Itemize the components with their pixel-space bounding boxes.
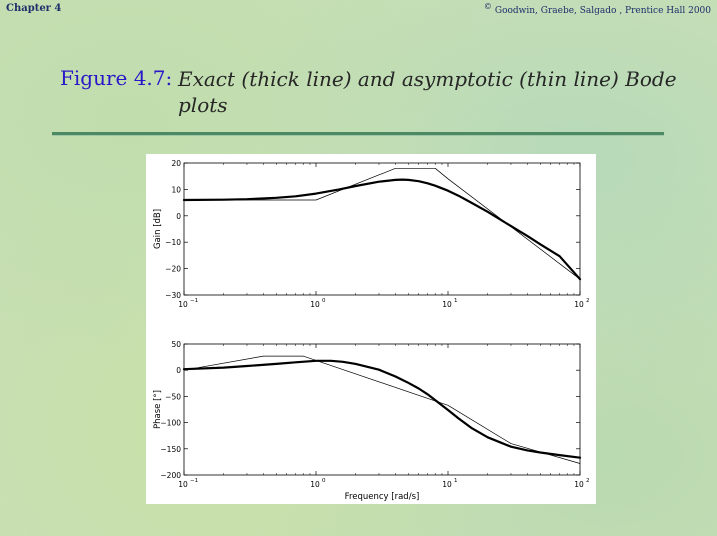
phase-xtick-label: 10 — [310, 480, 320, 489]
phase-xtick-label: 10 — [442, 480, 452, 489]
gain-ytick-label: −10 — [165, 238, 181, 247]
phase-ytick-label: −100 — [160, 419, 181, 428]
phase-xtick-label: 10 — [574, 480, 584, 489]
gain-ylabel: Gain [dB] — [153, 209, 163, 249]
gain-exact-line — [182, 178, 582, 281]
phase-ytick-label: 0 — [176, 366, 181, 375]
gain-xtick-label: 10 — [310, 300, 320, 309]
gain-plot-frame — [183, 162, 581, 296]
phase-exact-line — [182, 359, 582, 459]
gain-xtick-label: 10 — [178, 300, 188, 309]
phase-ytick-label: −200 — [160, 471, 181, 480]
gain-ytick-label: 20 — [171, 159, 181, 168]
phase-asymptotic-line — [183, 355, 581, 464]
bode-figure: 20 10 0 −10 −20 −30 10 −1 10 0 10 1 10 2 Gain [dB] 50 0−… — [146, 154, 596, 504]
gain-xtick-label: 10 — [574, 300, 584, 309]
phase-ytick-label: −150 — [160, 445, 181, 454]
phase-xlabel: Frequency [rad/s] — [345, 492, 420, 502]
phase-ytick-label: 50 — [171, 340, 181, 349]
copyright-text: Goodwin, Graebe, Salgado , Prentice Hall… — [494, 6, 711, 16]
gain-xtick-label: 10 — [442, 300, 452, 309]
phase-xtick-exponent: −1 — [190, 478, 198, 484]
figure-caption: Exact (thick line) and asymptotic (thin … — [178, 67, 677, 117]
gain-xtick-exponent: 1 — [454, 298, 458, 304]
gain-ytick-label: −20 — [165, 265, 181, 274]
phase-xtick-exponent: 0 — [322, 478, 326, 484]
gain-ytick-label: 0 — [176, 212, 181, 221]
gain-ytick-label: −30 — [165, 291, 181, 300]
phase-ytick-label: −50 — [165, 392, 181, 401]
title-divider — [52, 132, 664, 135]
chapter-label: Chapter 4 — [6, 3, 62, 14]
gain-ytick-label: 10 — [171, 185, 181, 194]
copyright-notice: © Goodwin, Graebe, Salgado , Prentice Hal… — [484, 2, 711, 16]
phase-xtick-exponent: 2 — [586, 478, 590, 484]
figure-number: Figure 4.7: — [60, 66, 173, 90]
copyright-symbol: © — [483, 2, 492, 11]
phase-plot-frame — [183, 343, 581, 476]
phase-xtick-exponent: 1 — [454, 478, 458, 484]
gain-xtick-exponent: 0 — [322, 298, 326, 304]
gain-xtick-exponent: 2 — [586, 298, 590, 304]
gain-asymptotic-line — [183, 167, 581, 280]
gain-xtick-exponent: −1 — [190, 298, 198, 304]
phase-ylabel: Phase [°] — [153, 390, 163, 429]
phase-xtick-label: 10 — [178, 480, 188, 489]
